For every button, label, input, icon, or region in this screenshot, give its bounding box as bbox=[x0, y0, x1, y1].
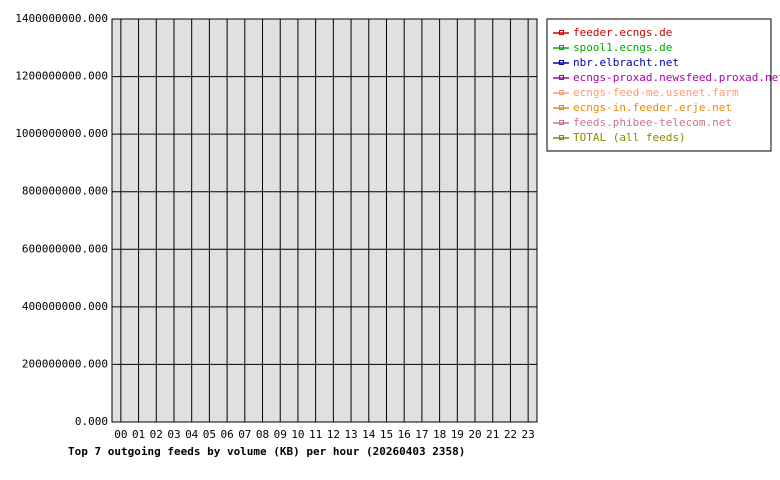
y-tick-label: 400000000.000 bbox=[22, 300, 108, 313]
legend-label: ecngs-proxad.newsfeed.proxad.net bbox=[573, 71, 780, 84]
x-tick-label: 15 bbox=[380, 428, 393, 441]
y-tick-label: 600000000.000 bbox=[22, 242, 108, 255]
x-tick-label: 22 bbox=[504, 428, 517, 441]
x-tick-label: 21 bbox=[486, 428, 499, 441]
legend-box bbox=[546, 18, 772, 152]
legend-marker bbox=[559, 45, 564, 50]
legend-marker bbox=[559, 90, 564, 95]
legend-marker bbox=[559, 75, 564, 80]
x-tick-label: 02 bbox=[150, 428, 163, 441]
y-tick-label: 200000000.000 bbox=[22, 357, 108, 370]
x-tick-label: 17 bbox=[415, 428, 428, 441]
legend-label: TOTAL (all feeds) bbox=[573, 131, 686, 144]
y-tick-label: 1000000000.000 bbox=[15, 127, 108, 140]
x-tick-label: 19 bbox=[451, 428, 464, 441]
legend-label: ecngs-feed-me.usenet.farm bbox=[573, 86, 739, 99]
chart-title: Top 7 outgoing feeds by volume (KB) per … bbox=[68, 445, 465, 458]
x-tick-label: 00 bbox=[114, 428, 127, 441]
legend-marker bbox=[559, 30, 564, 35]
x-tick-label: 23 bbox=[522, 428, 535, 441]
x-tick-label: 16 bbox=[398, 428, 411, 441]
x-tick-label: 03 bbox=[167, 428, 180, 441]
x-tick-label: 07 bbox=[238, 428, 251, 441]
legend-marker bbox=[559, 105, 564, 110]
x-tick-label: 13 bbox=[344, 428, 357, 441]
plot-area bbox=[111, 18, 538, 423]
legend-marker bbox=[559, 60, 564, 65]
legend-label: ecngs-in.feeder.erje.net bbox=[573, 101, 732, 114]
x-tick-label: 12 bbox=[327, 428, 340, 441]
y-tick-label: 1200000000.000 bbox=[15, 70, 108, 83]
legend-marker bbox=[559, 120, 564, 125]
y-tick-label: 0.000 bbox=[75, 415, 108, 428]
x-tick-label: 06 bbox=[220, 428, 233, 441]
x-tick-label: 04 bbox=[185, 428, 199, 441]
x-tick-label: 08 bbox=[256, 428, 269, 441]
x-tick-label: 11 bbox=[309, 428, 322, 441]
x-tick-label: 05 bbox=[203, 428, 216, 441]
x-tick-label: 18 bbox=[433, 428, 446, 441]
x-tick-label: 14 bbox=[362, 428, 376, 441]
legend-marker bbox=[559, 135, 564, 140]
y-tick-label: 1400000000.000 bbox=[15, 12, 108, 25]
x-tick-label: 20 bbox=[468, 428, 481, 441]
x-tick-label: 10 bbox=[291, 428, 304, 441]
legend-label: feeds.phibee-telecom.net bbox=[573, 116, 732, 129]
legend-label: nbr.elbracht.net bbox=[573, 56, 679, 69]
y-tick-label: 800000000.000 bbox=[22, 185, 108, 198]
legend-label: feeder.ecngs.de bbox=[573, 26, 672, 39]
x-tick-label: 01 bbox=[132, 428, 145, 441]
x-tick-label: 09 bbox=[274, 428, 287, 441]
legend-label: spool1.ecngs.de bbox=[573, 41, 672, 54]
